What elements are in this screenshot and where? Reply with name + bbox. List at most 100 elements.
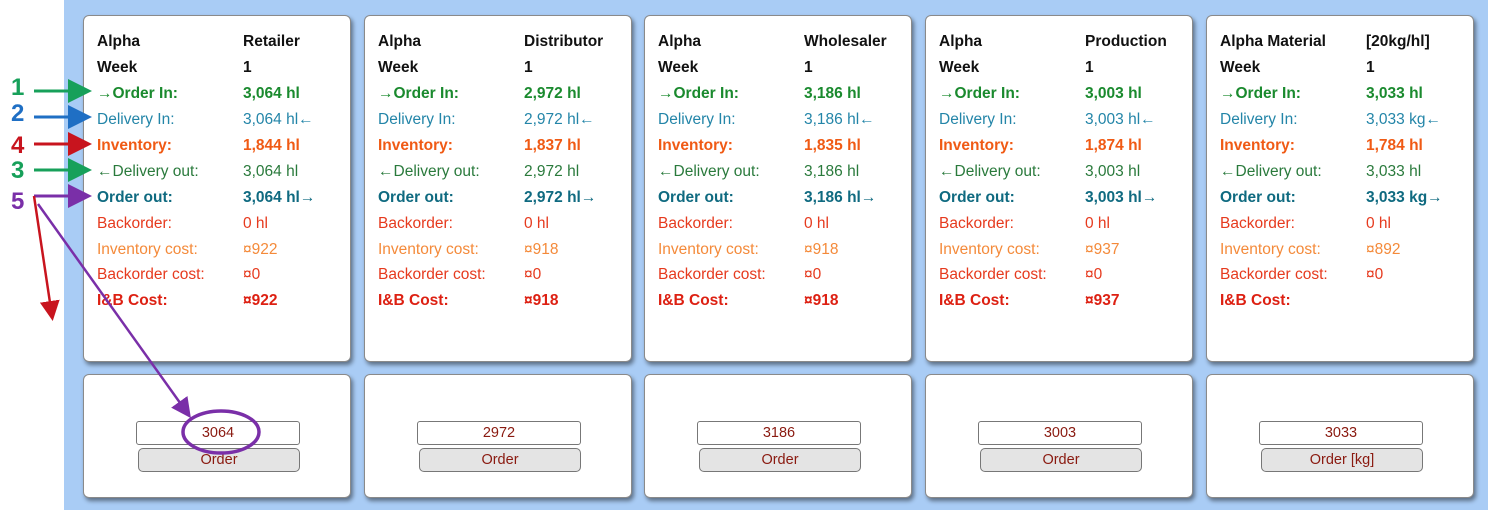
backorder-value: 0 hl [1366,215,1391,232]
order-in-label: →Order In: [1220,85,1301,102]
inventory-cost-value: ¤937 [1085,241,1120,258]
inventory-value: 1,837 hl [524,137,581,154]
order-quantity-input[interactable] [136,421,300,445]
order-out-label: Order out: [1220,189,1296,206]
delivery-out-value: 3,003 hl [1085,163,1141,180]
order-out-value: 2,972 hl→ [524,189,597,206]
order-button[interactable]: Order [419,448,581,472]
inventory-cost-row: Inventory cost: ¤918 [658,240,903,260]
inventory-cost-value: ¤918 [804,241,839,258]
backorder-cost-value: ¤0 [1366,266,1384,283]
order-out-value: 3,064 hl→ [243,189,316,206]
inventory-row: Inventory: 1,837 hl [378,136,623,156]
ib-cost-row: I&B Cost: ¤937 [939,291,1184,311]
order-in-label: →Order In: [97,85,178,102]
backorder-row: Backorder: 0 hl [97,214,342,234]
inventory-value: 1,874 hl [1085,137,1142,154]
delivery-in-value: 3,064 hl← [243,111,314,128]
delivery-in-row: Delivery In: 3,003 hl← [939,110,1184,130]
week-label: Week [939,59,980,76]
ib-cost-row: I&B Cost: ¤922 [97,291,342,311]
week-row: Week 1 [97,58,342,78]
inventory-cost-label: Inventory cost: [378,241,479,258]
delivery-in-label: Delivery In: [1220,111,1298,128]
order-button[interactable]: Order [980,448,1142,472]
week-value: 1 [243,59,252,76]
order-in-value: 3,003 hl [1085,85,1142,102]
backorder-cost-row: Backorder cost: ¤0 [1220,265,1465,285]
order-quantity-input[interactable] [417,421,581,445]
ib-cost-label: I&B Cost: [1220,292,1291,309]
order-quantity-input[interactable] [1259,421,1423,445]
inventory-value: 1,844 hl [243,137,300,154]
order-out-value: 3,186 hl→ [804,189,877,206]
inventory-cost-label: Inventory cost: [97,241,198,258]
order-button[interactable]: Order [kg] [1261,448,1423,472]
ib-cost-label: I&B Cost: [939,292,1010,309]
order-in-row: →Order In: 3,064 hl [97,84,342,104]
inventory-cost-label: Inventory cost: [658,241,759,258]
delivery-in-label: Delivery In: [97,111,175,128]
inventory-cost-value: ¤922 [243,241,278,258]
backorder-value: 0 hl [524,215,549,232]
delivery-in-row: Delivery In: 2,972 hl← [378,110,623,130]
annotation-number-4: 4 [11,132,25,159]
backorder-label: Backorder: [939,215,1014,232]
backorder-row: Backorder: 0 hl [378,214,623,234]
order-panel-material: Order [kg] [1206,374,1474,498]
week-label: Week [658,59,699,76]
delivery-in-row: Delivery In: 3,033 kg← [1220,110,1465,130]
week-row: Week 1 [939,58,1184,78]
backorder-cost-row: Backorder cost: ¤0 [378,265,623,285]
annotation-number-1: 1 [11,74,25,101]
ib-cost-value: ¤918 [804,292,839,309]
role-name: Production [1085,33,1167,50]
inventory-row: Inventory: 1,835 hl [658,136,903,156]
delivery-out-value: 2,972 hl [524,163,580,180]
delivery-in-value: 3,033 kg← [1366,111,1441,128]
backorder-label: Backorder: [378,215,453,232]
order-panel-production: Order [925,374,1193,498]
arrow-inventory-down [32,195,60,321]
order-quantity-input[interactable] [978,421,1142,445]
game-board: Alpha Retailer Week 1 →Order In: 3,064 hl D… [64,0,1488,510]
delivery-out-row: ←Delivery out: 3,003 hl [939,162,1184,182]
arrow-order-to-input [36,203,191,419]
order-button[interactable]: Order [699,448,861,472]
ib-cost-label: I&B Cost: [97,292,168,309]
order-panel-distributor: Order [364,374,632,498]
role-panel-production: Alpha Production Week 1 →Order In: 3,003 hl… [925,15,1193,362]
order-quantity-input[interactable] [697,421,861,445]
order-in-value: 3,033 hl [1366,85,1423,102]
inventory-cost-label: Inventory cost: [939,241,1040,258]
ib-cost-label: I&B Cost: [378,292,449,309]
panel-header: Alpha Production [939,32,1184,52]
week-value: 1 [1366,59,1375,76]
order-panel-wholesaler: Order [644,374,912,498]
backorder-label: Backorder: [658,215,733,232]
ib-cost-row: I&B Cost: ¤918 [378,291,623,311]
backorder-cost-label: Backorder cost: [378,266,486,283]
annotation-number-2: 2 [11,100,25,127]
delivery-out-value: 3,186 hl [804,163,860,180]
panel-header: Alpha Distributor [378,32,623,52]
inventory-cost-label: Inventory cost: [1220,241,1321,258]
backorder-cost-row: Backorder cost: ¤0 [658,265,903,285]
ib-cost-value: ¤937 [1085,292,1120,309]
inventory-label: Inventory: [658,137,733,154]
delivery-out-row: ←Delivery out: 3,033 hl [1220,162,1465,182]
order-in-row: →Order In: 3,186 hl [658,84,903,104]
order-in-value: 2,972 hl [524,85,581,102]
annotation-number-3: 3 [11,157,25,184]
panel-header: Alpha Wholesaler [658,32,903,52]
backorder-cost-row: Backorder cost: ¤0 [939,265,1184,285]
delivery-in-label: Delivery In: [378,111,456,128]
week-label: Week [378,59,419,76]
annotation-number-5: 5 [11,188,25,215]
ib-cost-label: I&B Cost: [658,292,729,309]
delivery-out-value: 3,033 hl [1366,163,1422,180]
order-in-label: →Order In: [939,85,1020,102]
inventory-value: 1,835 hl [804,137,861,154]
backorder-cost-value: ¤0 [804,266,822,283]
